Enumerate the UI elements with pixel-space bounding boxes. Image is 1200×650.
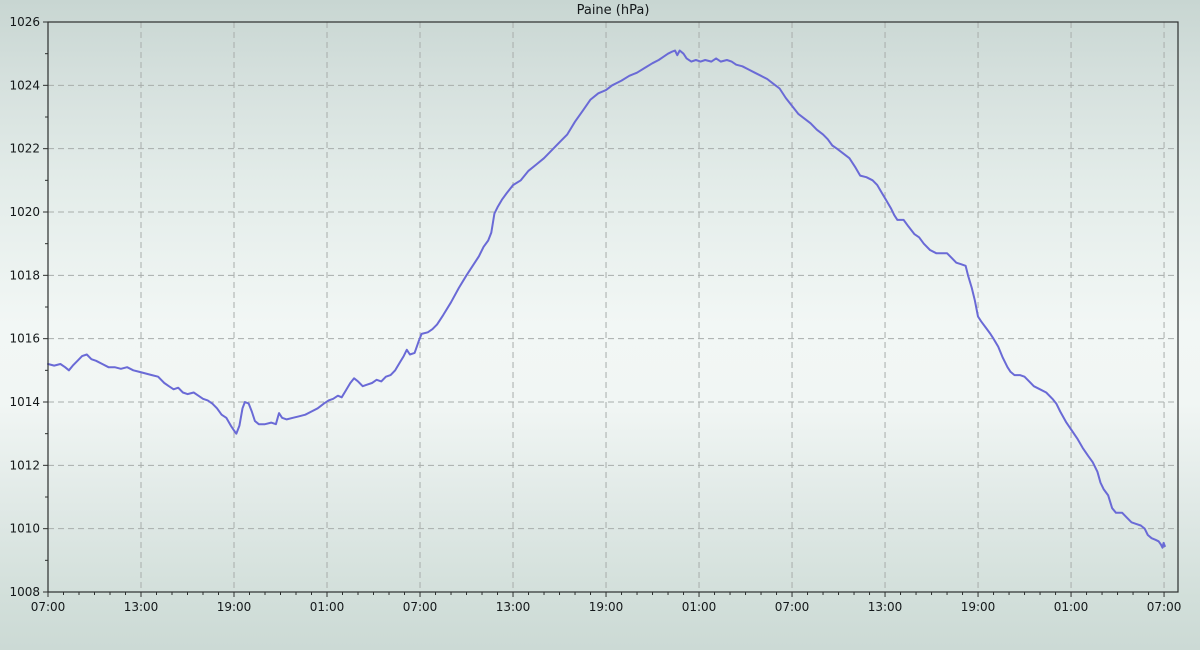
- x-tick-label: 19:00: [217, 600, 252, 614]
- x-tick-label: 19:00: [961, 600, 996, 614]
- pressure-series-line: [47, 49, 1166, 549]
- x-tick-label: 07:00: [403, 600, 438, 614]
- x-tick-label: 01:00: [1054, 600, 1089, 614]
- x-tick-label: 07:00: [31, 600, 66, 614]
- y-tick-label: 1012: [9, 458, 40, 472]
- chart-title: Paine (hPa): [576, 3, 650, 18]
- y-tick-label: 1022: [9, 142, 40, 156]
- x-axis-tick-labels: 07:00 13:00 19:00 01:00 07:00 13:00 19:00 01:00…: [31, 600, 1182, 614]
- gridlines: [48, 22, 1178, 592]
- y-tick-label: 1026: [9, 15, 40, 29]
- y-tick-label: 1020: [9, 205, 40, 219]
- x-tick-label: 13:00: [868, 600, 903, 614]
- y-tick-label: 1010: [9, 522, 40, 536]
- x-tick-label: 19:00: [589, 600, 624, 614]
- plot-frame: [47, 21, 1179, 593]
- x-tick-label: 07:00: [1147, 600, 1182, 614]
- x-tick-label: 01:00: [310, 600, 345, 614]
- x-tick-label: 01:00: [682, 600, 717, 614]
- y-tick-label: 1008: [9, 585, 40, 599]
- y-tick-label: 1018: [9, 268, 40, 282]
- x-tick-label: 13:00: [496, 600, 531, 614]
- axis-ticks: [43, 21, 1165, 597]
- y-tick-label: 1014: [9, 395, 40, 409]
- x-tick-label: 07:00: [775, 600, 810, 614]
- y-tick-label: 1024: [9, 78, 40, 92]
- x-tick-label: 13:00: [124, 600, 159, 614]
- y-axis-tick-labels: 1008 1010 1012 1014 1016 1018 1020 1022 1024 1026: [9, 15, 40, 599]
- y-tick-label: 1016: [9, 332, 40, 346]
